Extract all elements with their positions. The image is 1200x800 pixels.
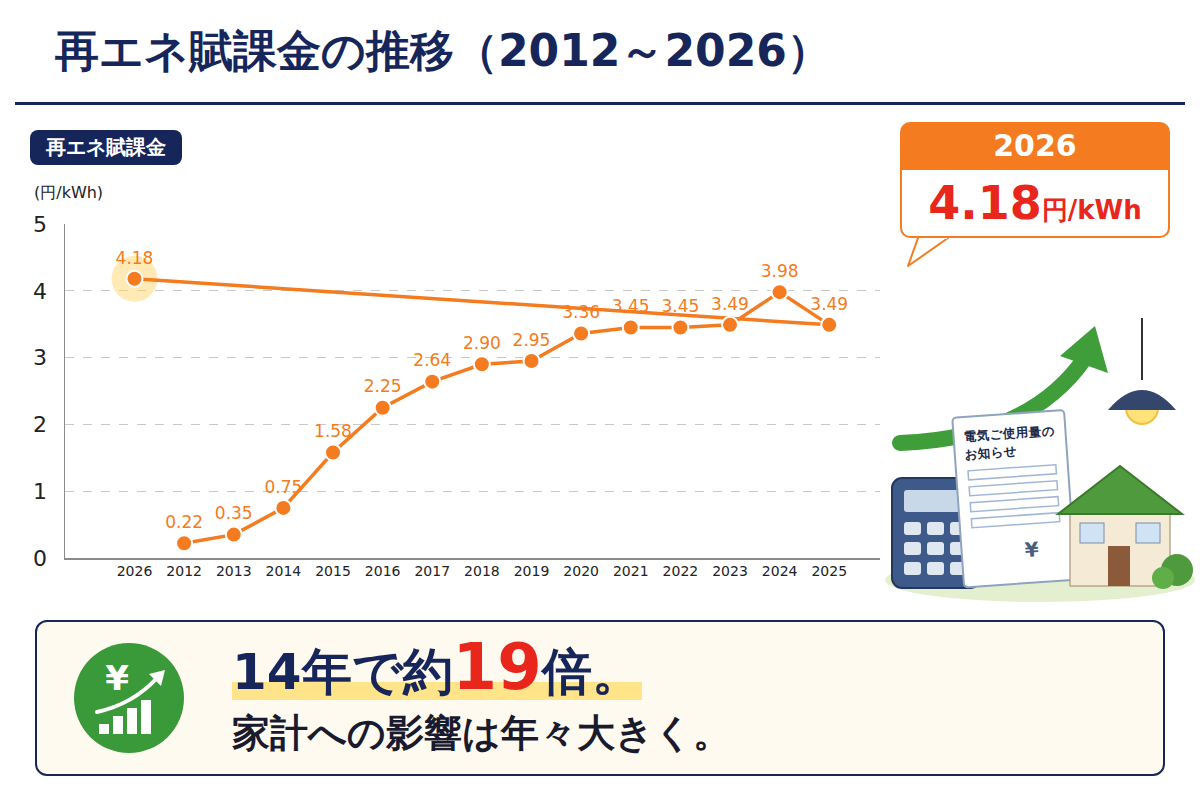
html-text:家計への影響は年々大きく。: 家計への影響は年々大きく。 [232, 711, 731, 755]
svg-text:2019: 2019 [514, 563, 550, 579]
svg-text:2025: 2025 [811, 563, 847, 579]
svg-text:3.98: 3.98 [761, 261, 799, 281]
svg-text:2.95: 2.95 [513, 330, 551, 350]
svg-text:電気ご使用量の: 電気ご使用量の [963, 423, 1055, 444]
svg-text:2.90: 2.90 [463, 333, 501, 353]
svg-text:お知らせ: お知らせ [964, 443, 1017, 462]
svg-text:3.36: 3.36 [562, 302, 600, 322]
svg-text:2026: 2026 [117, 563, 153, 579]
html-text:再エネ賦課金の推移（2012～2026）: 再エネ賦課金の推移（2012～2026） [55, 25, 831, 76]
svg-text:¥: ¥ [105, 658, 129, 698]
svg-text:2018: 2018 [464, 563, 500, 579]
svg-text:3.49: 3.49 [810, 294, 848, 314]
svg-text:2017: 2017 [414, 563, 450, 579]
svg-text:0.22: 0.22 [165, 512, 203, 532]
svg-text:0.35: 0.35 [215, 503, 253, 523]
svg-text:3.45: 3.45 [612, 296, 650, 316]
svg-text:2: 2 [33, 412, 47, 437]
svg-text:2015: 2015 [315, 563, 351, 579]
svg-text:4.18: 4.18 [116, 248, 154, 268]
html-text:(円/kWh): (円/kWh) [34, 183, 104, 202]
svg-text:2023: 2023 [712, 563, 748, 579]
svg-text:1.58: 1.58 [314, 421, 352, 441]
svg-text:2.64: 2.64 [413, 350, 451, 370]
svg-text:2013: 2013 [216, 563, 252, 579]
svg-text:2022: 2022 [663, 563, 699, 579]
svg-text:2016: 2016 [365, 563, 401, 579]
svg-text:¥: ¥ [1024, 537, 1040, 562]
html-text:2026: 2026 [993, 128, 1077, 163]
svg-text:5: 5 [33, 212, 47, 237]
svg-text:2021: 2021 [613, 563, 649, 579]
svg-text:4: 4 [33, 279, 47, 304]
html-text:再エネ賦課金: 再エネ賦課金 [46, 135, 166, 159]
svg-text:3.49: 3.49 [711, 294, 749, 314]
svg-text:2014: 2014 [266, 563, 302, 579]
html-text:4.18円/kWh: 4.18円/kWh [928, 176, 1142, 230]
svg-text:0: 0 [33, 546, 47, 571]
svg-text:2024: 2024 [762, 563, 798, 579]
svg-text:1: 1 [33, 479, 47, 504]
svg-text:2012: 2012 [166, 563, 202, 579]
svg-text:0.75: 0.75 [264, 477, 302, 497]
svg-text:3: 3 [33, 345, 47, 370]
svg-text:2020: 2020 [563, 563, 599, 579]
svg-text:2.25: 2.25 [364, 376, 402, 396]
svg-text:3.45: 3.45 [661, 296, 699, 316]
html-text:14年で約19倍。: 14年で約19倍。 [232, 630, 642, 704]
